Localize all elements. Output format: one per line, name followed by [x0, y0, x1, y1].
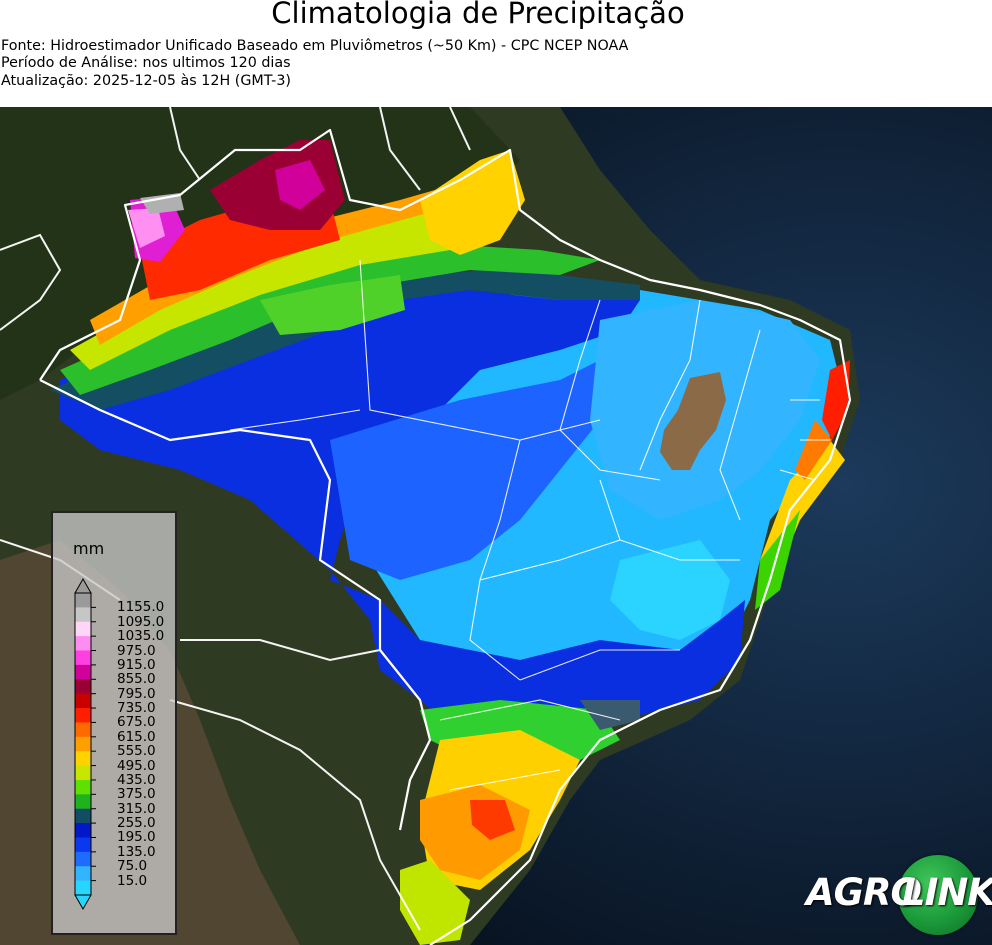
period-text: Período de Análise: nos ultimos 120 dias: [1, 55, 291, 71]
colorbar-segment: [75, 794, 91, 810]
legend-tick-label: 795.0: [117, 685, 156, 702]
agrolink-logo: AGRO LINK: [806, 855, 992, 935]
coast-band-orange: [795, 420, 832, 480]
rain-zone-195: [60, 285, 745, 740]
legend-tick-label: 555.0: [117, 743, 156, 760]
colorbar-segment: [75, 708, 91, 723]
colorbar-segment: [75, 679, 91, 695]
paraguay-border: [379, 649, 432, 831]
precipitation-map: mm 1155.0 1095.0 1035.0 975.0 915.0 855.0 795.…: [0, 107, 992, 945]
logo-text-link: LINK: [902, 871, 992, 914]
colorbar-segment: [75, 751, 91, 767]
logo-circle: [898, 855, 978, 935]
rain-zone-15: [610, 540, 730, 640]
legend-tick-label: 315.0: [117, 800, 156, 817]
rain-zone-315: [50, 270, 640, 410]
legend-tick-label: 615.0: [117, 728, 156, 745]
state-lines: [229, 259, 830, 791]
rain-zone-yellow-north: [420, 150, 525, 255]
colorbar-segment: [75, 621, 91, 637]
colorbar-segment: [75, 607, 91, 623]
colorbar-segment: [75, 837, 91, 853]
colorbar-segment: [75, 722, 91, 738]
rain-zone-south-red: [470, 800, 515, 840]
colorbar-arrow-top: [74, 577, 92, 594]
legend-tick-label: 135.0: [117, 843, 156, 860]
legend-tick-label: 1155.0: [117, 599, 165, 616]
legend-tick-label: 975.0: [117, 642, 156, 659]
legend-unit: mm: [73, 539, 105, 558]
colorbar-segment: [75, 636, 91, 652]
colorbar-segment: [75, 779, 91, 795]
colorbar-segment: [75, 693, 91, 709]
rain-zone-south-gray: [580, 700, 640, 730]
legend-tick-label: 15.0: [117, 872, 148, 889]
colorbar-segment: [75, 736, 91, 752]
legend-tick-label: 675.0: [117, 714, 156, 731]
rain-zone-435: [70, 190, 500, 370]
rain-zone-555: [90, 180, 490, 345]
colorbar-segment: [75, 808, 91, 824]
coast-band-green: [755, 510, 800, 610]
colorbar-segment: [75, 593, 91, 608]
colorbar-segment: [75, 866, 91, 882]
colorbar-segment: [75, 650, 91, 666]
legend-tick-label: 75.0: [117, 858, 148, 875]
colorbar-segment: [75, 765, 91, 781]
legend-tick-label: 255.0: [117, 815, 156, 832]
border-lines: [39, 128, 852, 945]
west-border: [39, 379, 421, 701]
source-text: Fonte: Hidroestimador Unificado Baseado …: [1, 38, 629, 54]
rain-zone-135: [330, 360, 600, 580]
colorbar-segment: [75, 823, 91, 838]
colorbar-arrow-bottom: [74, 894, 92, 911]
rain-zone-1095: [140, 193, 184, 214]
precipitation-field: [50, 140, 850, 945]
dry-patch: [660, 372, 726, 470]
map-title: Climatologia de Precipitação: [271, 0, 685, 30]
coast-band-red: [822, 360, 850, 440]
legend-tick-label: 435.0: [117, 771, 156, 788]
colorbar-segment: [75, 664, 91, 680]
colorbar-frame: [74, 592, 92, 896]
rain-zone-975: [128, 208, 165, 248]
legend-colorbar: [74, 577, 96, 911]
legend-tick-label: 195.0: [117, 829, 156, 846]
legend-tick-label: 375.0: [117, 786, 156, 803]
legend-tick-label: 735.0: [117, 700, 156, 717]
brazil-outline: [39, 128, 852, 945]
rain-zone-375: [60, 245, 600, 395]
legend-tick-label: 1035.0: [117, 628, 165, 645]
legend-tick-label: 1095.0: [117, 613, 165, 630]
colorbar-segment: [75, 880, 91, 896]
updated-text: Atualização: 2025-12-05 às 12H (GMT-3): [1, 73, 292, 89]
legend-panel: mm 1155.0 1095.0 1035.0 975.0 915.0 855.0 795.…: [51, 511, 177, 935]
legend-tick-label: 915.0: [117, 656, 156, 673]
legend-tick-label: 495.0: [117, 757, 156, 774]
logo-text-agro: AGRO: [806, 871, 922, 914]
colorbar-segment: [75, 851, 91, 867]
legend-tick-label: 855.0: [117, 671, 156, 688]
rain-zone-855: [275, 160, 325, 210]
rain-zone-green-mid: [260, 275, 405, 335]
